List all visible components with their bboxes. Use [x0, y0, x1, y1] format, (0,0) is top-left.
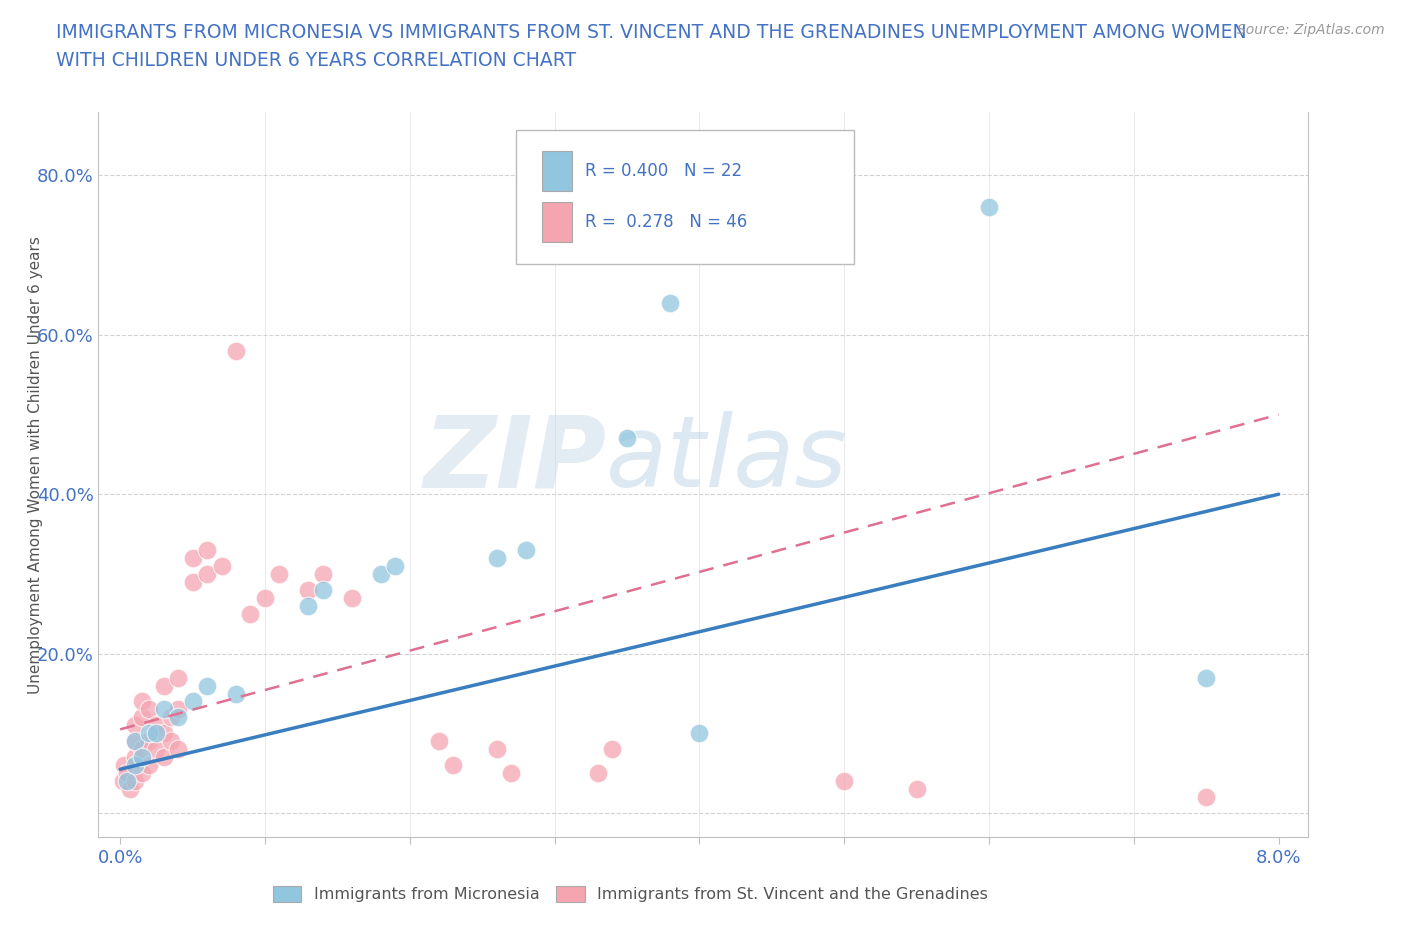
Point [427, 734, 450, 749]
Point [131, 710, 153, 724]
Point [114, 758, 136, 773]
Point [124, 734, 146, 749]
Text: WITH CHILDREN UNDER 6 YEARS CORRELATION CHART: WITH CHILDREN UNDER 6 YEARS CORRELATION … [56, 51, 576, 70]
Point [340, 591, 363, 605]
Point [112, 774, 135, 789]
Point [152, 678, 174, 693]
Point [485, 551, 508, 565]
Point [269, 566, 291, 581]
Point [124, 718, 146, 733]
Point [120, 782, 142, 797]
Text: R =  0.278   N = 46: R = 0.278 N = 46 [585, 213, 747, 232]
Point [515, 542, 537, 557]
Point [977, 200, 1000, 215]
Point [138, 702, 160, 717]
Point [297, 582, 319, 597]
Point [225, 343, 247, 358]
Point [1195, 671, 1218, 685]
Point [145, 718, 167, 733]
Point [485, 742, 508, 757]
Bar [543, 152, 572, 192]
Point [441, 758, 464, 773]
Text: ZIP: ZIP [423, 411, 606, 509]
Point [602, 742, 624, 757]
Point [131, 694, 153, 709]
Point [195, 566, 218, 581]
Point [1195, 790, 1218, 804]
Point [211, 559, 233, 574]
Text: atlas: atlas [606, 411, 848, 509]
Point [167, 671, 190, 685]
Point [167, 710, 190, 724]
Point [225, 686, 247, 701]
Point [384, 559, 406, 574]
Point [253, 591, 276, 605]
Point [131, 765, 153, 780]
Point [145, 742, 167, 757]
Point [688, 726, 710, 741]
Point [370, 566, 392, 581]
Bar [543, 203, 572, 242]
Text: Source: ZipAtlas.com: Source: ZipAtlas.com [1237, 23, 1385, 37]
Point [616, 431, 638, 445]
Text: IMMIGRANTS FROM MICRONESIA VS IMMIGRANTS FROM ST. VINCENT AND THE GRENADINES UNE: IMMIGRANTS FROM MICRONESIA VS IMMIGRANTS… [56, 23, 1247, 42]
Point [124, 774, 146, 789]
Point [124, 750, 146, 764]
Point [138, 758, 160, 773]
Point [124, 758, 146, 773]
Point [152, 750, 174, 764]
Point [131, 742, 153, 757]
Point [181, 575, 204, 590]
Point [239, 606, 262, 621]
Text: Unemployment Among Women with Children Under 6 years: Unemployment Among Women with Children U… [28, 236, 42, 694]
Point [832, 774, 855, 789]
Point [659, 296, 682, 311]
Point [297, 598, 319, 613]
Point [117, 774, 139, 789]
Point [905, 782, 928, 797]
Point [167, 702, 190, 717]
Point [124, 734, 146, 749]
Point [159, 710, 181, 724]
Point [159, 734, 181, 749]
Text: R = 0.400   N = 22: R = 0.400 N = 22 [585, 163, 741, 180]
Point [152, 702, 174, 717]
Point [312, 566, 335, 581]
Point [131, 750, 153, 764]
Point [138, 734, 160, 749]
Legend: Immigrants from Micronesia, Immigrants from St. Vincent and the Grenadines: Immigrants from Micronesia, Immigrants f… [266, 880, 994, 909]
Point [501, 765, 523, 780]
Point [138, 726, 160, 741]
Point [145, 726, 167, 741]
Point [195, 678, 218, 693]
Point [117, 765, 139, 780]
Point [152, 726, 174, 741]
Point [167, 742, 190, 757]
Point [312, 582, 335, 597]
FancyBboxPatch shape [516, 130, 855, 264]
Point [181, 694, 204, 709]
Point [195, 542, 218, 557]
Point [586, 765, 609, 780]
Point [181, 551, 204, 565]
